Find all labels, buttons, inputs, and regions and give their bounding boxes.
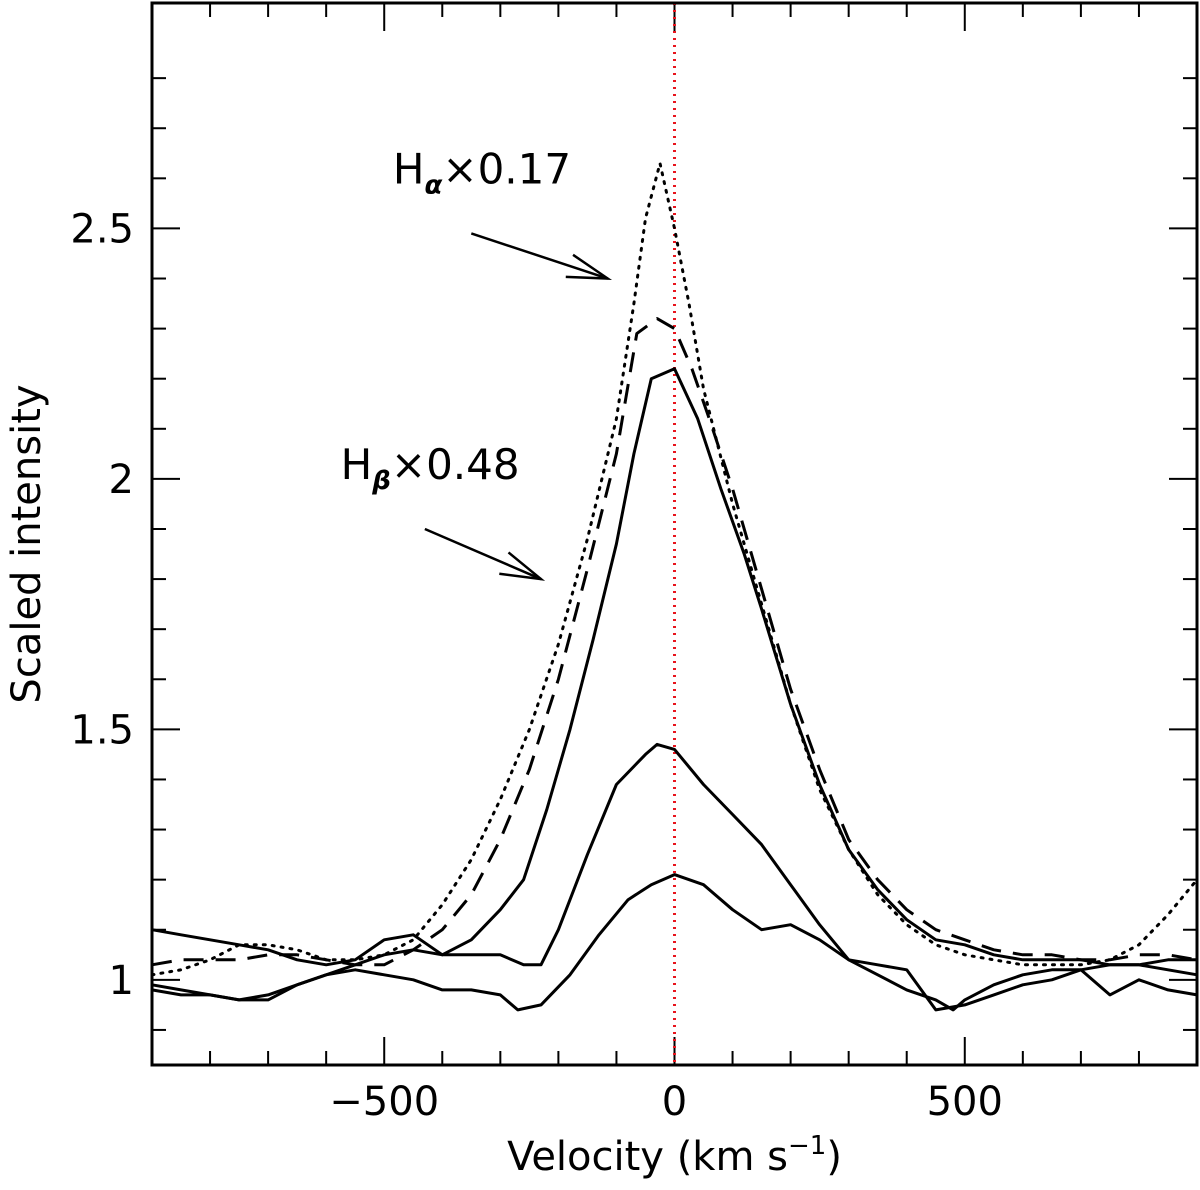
x-axis-title: Velocity (km s−1)	[507, 1131, 842, 1180]
series-line-5	[151, 873, 1198, 1012]
annotations-group: Hα×0.17 Hβ×0.48	[341, 144, 613, 581]
x-tick-labels: −500 0 500	[329, 1079, 1003, 1125]
series-line-2	[151, 317, 1198, 967]
y-tick-label: 2.5	[70, 206, 134, 252]
series-group	[150, 161, 1199, 1012]
y-tick-label: 2	[109, 457, 134, 503]
series-line-3	[151, 367, 1198, 977]
annotation-arrowhead-2	[499, 551, 546, 581]
annotation-arrow-2	[424, 527, 542, 581]
plot-frame	[150, 1, 1199, 1067]
x-tick-label: 500	[927, 1079, 1003, 1125]
y-axis-title: Scaled intensity	[4, 384, 50, 703]
annotation-arrow-1	[470, 232, 609, 280]
y-tick-label: 1.5	[70, 707, 134, 753]
y-tick-label: 1	[109, 958, 134, 1004]
series-line-4	[151, 742, 1197, 1012]
annotation-arrowhead-1	[565, 253, 613, 280]
annotation-label-2: Hβ×0.48	[341, 440, 520, 496]
annotation-label-1: Hα×0.17	[393, 144, 571, 200]
axis-ticks	[151, 3, 1198, 1065]
y-tick-labels: 1 1.5 2 2.5	[70, 206, 134, 1003]
series-line-1	[150, 161, 1199, 977]
x-tick-label: −500	[329, 1079, 439, 1125]
x-tick-label: 0	[662, 1079, 687, 1125]
